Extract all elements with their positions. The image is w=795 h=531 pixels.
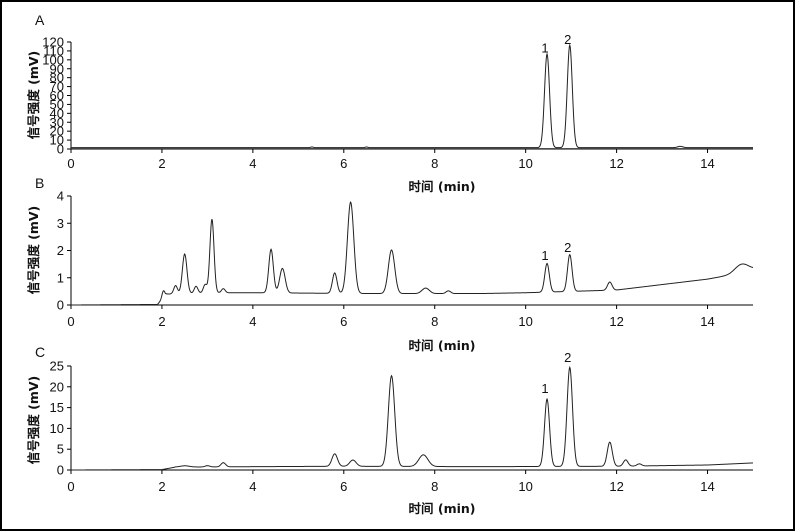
x-tick-label: 10: [518, 479, 532, 494]
x-tick-label: 8: [431, 314, 438, 329]
y-tick-label: 10: [50, 133, 64, 148]
panel-letter: B: [35, 175, 44, 191]
x-tick-label: 4: [249, 314, 256, 329]
x-tick-label: 12: [609, 314, 623, 329]
x-tick-label: 8: [431, 156, 438, 171]
peak-label: 2: [564, 240, 571, 255]
x-tick-label: 6: [340, 156, 347, 171]
y-tick-label: 0: [57, 298, 64, 313]
x-tick-label: 12: [609, 479, 623, 494]
peak-label: 2: [564, 350, 571, 365]
x-axis-title: 时间 (min): [409, 338, 476, 353]
x-tick-label: 10: [518, 314, 532, 329]
x-axis-title: 时间 (min): [409, 501, 476, 516]
chromatogram-trace: [71, 365, 754, 471]
y-tick-label: 1: [57, 270, 64, 285]
x-tick-label: 0: [67, 314, 74, 329]
y-tick-label: 3: [57, 216, 64, 231]
y-tick-label: 50: [50, 97, 64, 112]
x-tick-label: 14: [700, 156, 714, 171]
chromatogram-trace: [71, 43, 753, 149]
x-tick-label: 4: [249, 156, 256, 171]
x-tick-label: 10: [518, 156, 532, 171]
y-tick-label: 60: [50, 88, 64, 103]
y-axis-title: 信号强度 (mV): [26, 51, 41, 139]
x-axis-title: 时间 (min): [409, 179, 476, 194]
y-tick-label: 25: [50, 359, 64, 374]
y-tick-label: 70: [50, 79, 64, 94]
peak-label: 2: [564, 32, 571, 47]
x-tick-label: 2: [158, 479, 165, 494]
chromatogram-trace: [71, 201, 754, 306]
y-tick-label: 90: [50, 61, 64, 76]
y-tick-label: 80: [50, 70, 64, 85]
y-tick-label: 15: [50, 400, 64, 415]
y-tick-label: 40: [50, 106, 64, 121]
x-tick-label: 4: [249, 479, 256, 494]
y-tick-label: 10: [50, 421, 64, 436]
x-tick-label: 2: [158, 314, 165, 329]
y-tick-label: 30: [50, 115, 64, 130]
y-tick-label: 20: [50, 124, 64, 139]
peak-label: 1: [541, 41, 548, 56]
peak-label: 1: [541, 248, 548, 263]
x-tick-label: 6: [340, 314, 347, 329]
x-tick-label: 14: [700, 314, 714, 329]
x-tick-label: 2: [158, 156, 165, 171]
y-axis-title: 信号强度 (mV): [26, 376, 41, 464]
y-tick-label: 120: [42, 35, 64, 50]
y-tick-label: 0: [57, 142, 64, 157]
y-tick-label: 5: [57, 442, 64, 457]
x-tick-label: 8: [431, 479, 438, 494]
x-tick-label: 0: [67, 156, 74, 171]
panel-letter: C: [35, 344, 45, 360]
peak-label: 1: [541, 381, 548, 396]
x-tick-label: 0: [67, 479, 74, 494]
y-axis-title: 信号强度 (mV): [26, 206, 41, 294]
y-tick-label: 0: [57, 463, 64, 478]
y-tick-label: 4: [57, 189, 64, 204]
panel-letter: A: [35, 12, 45, 28]
y-tick-label: 2: [57, 243, 64, 258]
y-tick-label: 100: [42, 52, 64, 67]
x-tick-label: 6: [340, 479, 347, 494]
y-tick-label: 110: [43, 43, 64, 58]
x-tick-label: 12: [609, 156, 623, 171]
y-tick-label: 20: [50, 379, 64, 394]
x-tick-label: 14: [700, 479, 714, 494]
